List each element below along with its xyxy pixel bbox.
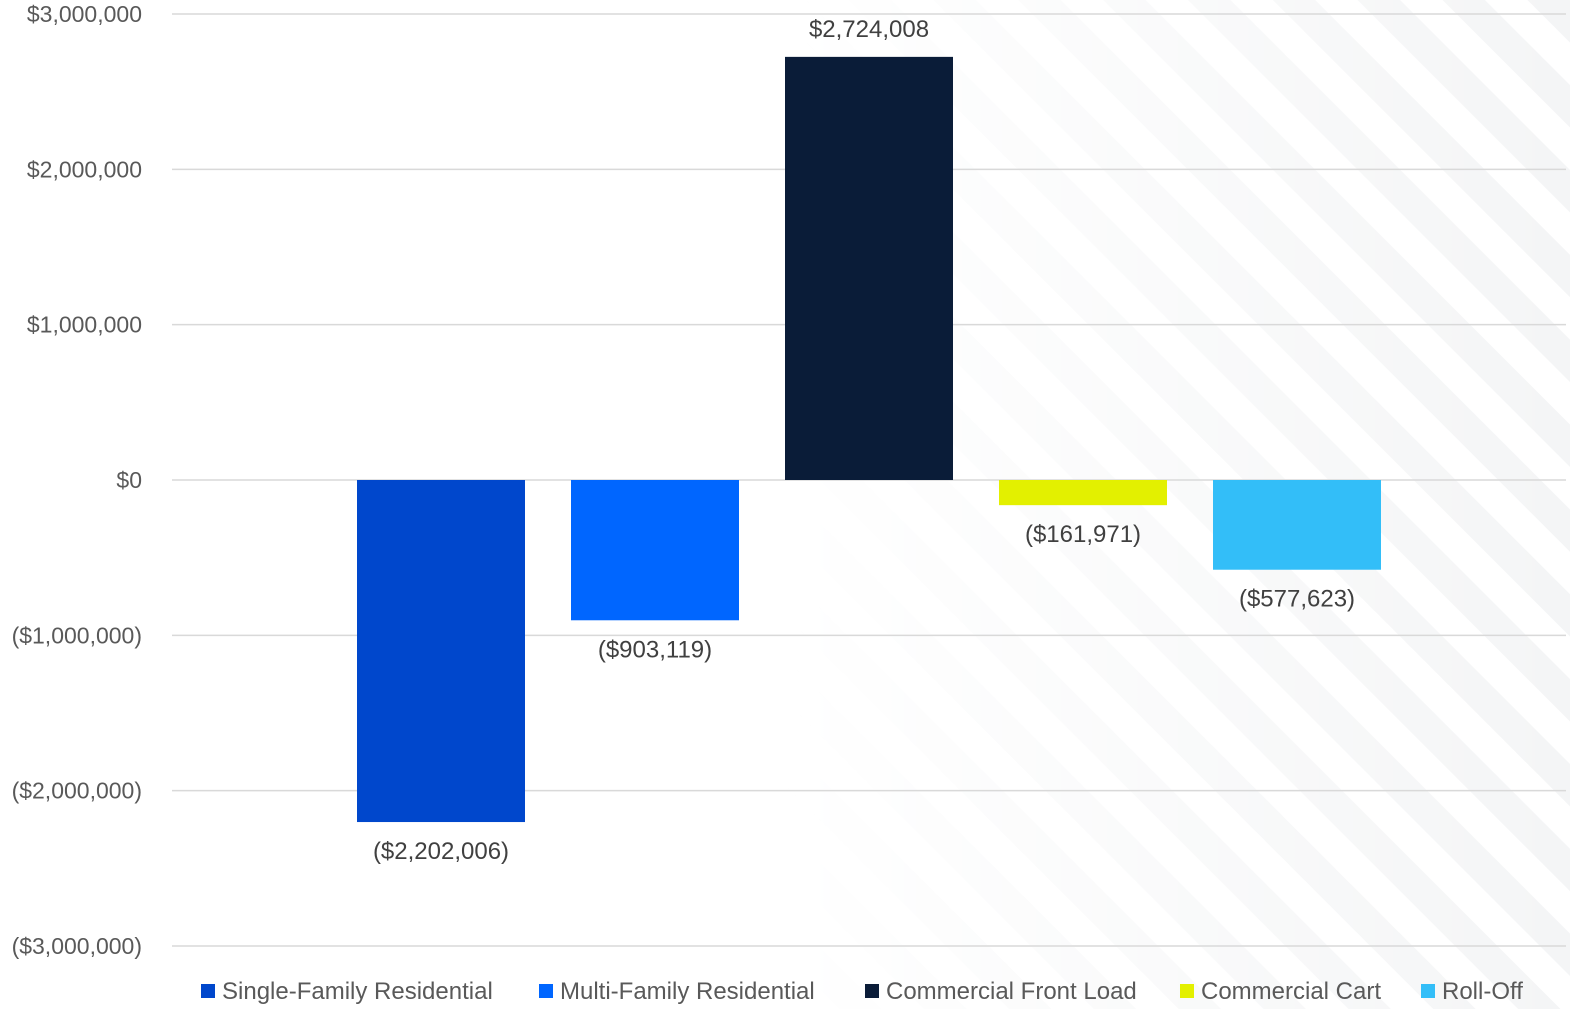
legend-swatch — [201, 984, 215, 998]
legend-swatch — [865, 984, 879, 998]
legend-swatch — [1180, 984, 1194, 998]
y-tick-label: $2,000,000 — [27, 156, 142, 182]
y-tick-label: $0 — [116, 467, 142, 493]
legend-label: Roll-Off — [1442, 978, 1523, 1005]
data-label: ($577,623) — [1239, 586, 1355, 613]
bar — [357, 480, 525, 823]
y-axis-tick-labels: $3,000,000 $2,000,000 $1,000,000 $0 ($1,000,… — [12, 1, 142, 959]
bar — [999, 480, 1167, 506]
data-label: ($903,119) — [598, 636, 712, 663]
legend-label: Commercial Front Load — [886, 978, 1137, 1005]
bar — [1213, 480, 1381, 570]
y-tick-label: $1,000,000 — [27, 312, 142, 338]
legend-label: Commercial Cart — [1201, 978, 1381, 1005]
legend: Single-Family Residential Multi-Family Re… — [201, 978, 1523, 1005]
y-tick-label: ($1,000,000) — [12, 622, 142, 648]
legend-swatch — [539, 984, 553, 998]
data-label: ($161,971) — [1025, 521, 1141, 548]
data-label: ($2,202,006) — [373, 838, 509, 865]
legend-label: Single-Family Residential — [222, 978, 493, 1005]
bars — [357, 56, 1381, 823]
legend-label: Multi-Family Residential — [560, 978, 815, 1005]
bar — [785, 56, 953, 480]
y-tick-label: ($2,000,000) — [12, 778, 142, 804]
data-label: $2,724,008 — [809, 16, 929, 43]
y-tick-label: ($3,000,000) — [12, 933, 142, 959]
legend-swatch — [1421, 984, 1435, 998]
data-labels: ($2,202,006) ($903,119) $2,724,008 ($161,97… — [373, 16, 1355, 865]
bar — [571, 480, 739, 621]
y-tick-label: $3,000,000 — [27, 1, 142, 27]
